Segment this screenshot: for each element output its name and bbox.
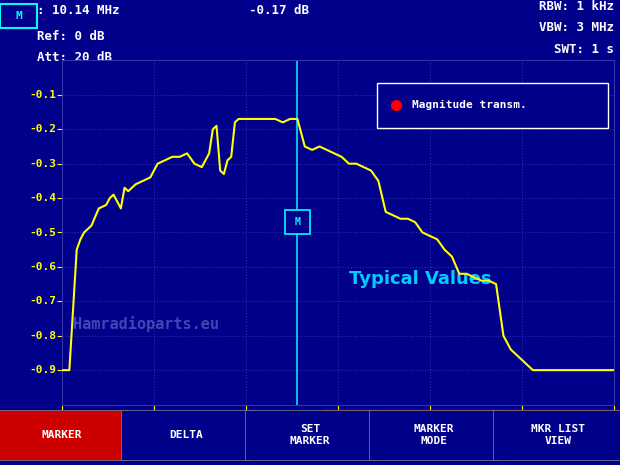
FancyBboxPatch shape — [0, 4, 37, 28]
FancyBboxPatch shape — [245, 410, 375, 459]
Text: Att: 20 dB: Att: 20 dB — [37, 51, 112, 64]
Text: Ref: 0 dB: Ref: 0 dB — [37, 30, 105, 43]
Text: M: M — [16, 11, 22, 21]
Text: -0.4: -0.4 — [30, 193, 56, 203]
Text: MARKER: MARKER — [42, 430, 82, 440]
FancyBboxPatch shape — [324, 410, 616, 451]
Text: M: M — [294, 217, 300, 227]
FancyBboxPatch shape — [376, 83, 608, 127]
Text: Typical Values: Typical Values — [349, 270, 492, 288]
Text: MKR LIST
VIEW: MKR LIST VIEW — [531, 424, 585, 445]
Text: -0.7: -0.7 — [30, 296, 56, 306]
Text: -0.5: -0.5 — [30, 227, 56, 238]
FancyBboxPatch shape — [121, 410, 251, 459]
Text: Start: 9.5 MHz: Start: 9.5 MHz — [56, 425, 151, 435]
Text: -0.9: -0.9 — [30, 365, 56, 375]
Text: MARKER
MODE: MARKER MODE — [414, 424, 454, 445]
Text: RBW: 1 kHz: RBW: 1 kHz — [539, 0, 614, 13]
Text: SWT: 1 s: SWT: 1 s — [554, 43, 614, 56]
FancyBboxPatch shape — [493, 410, 620, 459]
FancyBboxPatch shape — [369, 410, 499, 459]
Text: DELTA: DELTA — [169, 430, 203, 440]
Text: VBW: 3 MHz: VBW: 3 MHz — [539, 21, 614, 33]
Text: Stop: 11 MHz: Stop: 11 MHz — [527, 425, 608, 435]
Text: ◄►: ◄► — [308, 425, 324, 435]
Text: -0.6: -0.6 — [30, 262, 56, 272]
Text: M: 10.14 MHz: M: 10.14 MHz — [423, 424, 513, 437]
Text: : 10.14 MHz: : 10.14 MHz — [37, 4, 120, 17]
Text: -0.2: -0.2 — [30, 124, 56, 134]
FancyBboxPatch shape — [0, 410, 127, 459]
Text: -0.1: -0.1 — [30, 90, 56, 100]
Text: -0.8: -0.8 — [30, 331, 56, 341]
Text: Hamradioparts.eu: Hamradioparts.eu — [73, 316, 219, 332]
FancyBboxPatch shape — [285, 210, 311, 234]
Text: SET
MARKER: SET MARKER — [290, 424, 330, 445]
Text: -0.17 dB: -0.17 dB — [249, 4, 309, 17]
Text: -0.3: -0.3 — [30, 159, 56, 169]
Text: Magnitude transm.: Magnitude transm. — [412, 100, 527, 110]
